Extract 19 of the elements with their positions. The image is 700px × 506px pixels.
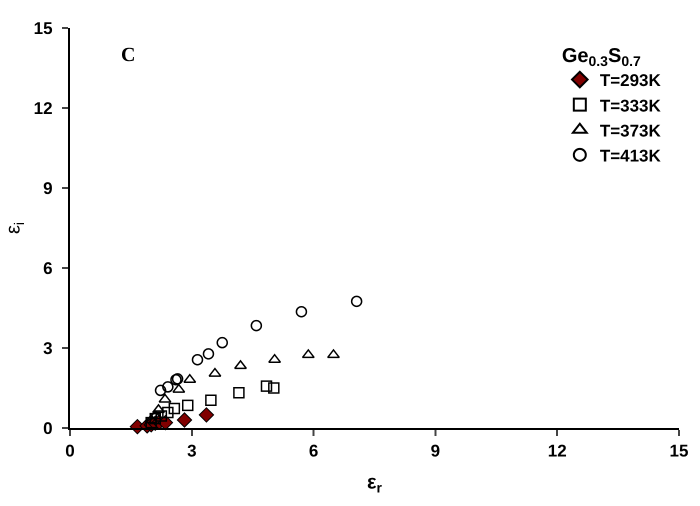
annotation: C	[121, 44, 136, 66]
legend-label: T=373K	[600, 121, 662, 140]
y-tick-label: 9	[43, 178, 53, 198]
y-tick-label: 6	[43, 258, 53, 278]
legend-title: Ge$_{0.3}$S$_{0.7}$	[562, 45, 641, 70]
y-tick-label: 15	[34, 18, 53, 38]
legend-label: T=333K	[600, 96, 662, 116]
y-tick-label: 3	[43, 338, 53, 358]
legend-label: T=413K	[600, 146, 662, 166]
x-tick-label: 0	[65, 441, 75, 460]
x-tick-label: 15	[670, 441, 688, 460]
y-tick-label: 0	[43, 418, 53, 438]
x-tick-label: 9	[430, 441, 440, 460]
x-tick-label: 6	[308, 441, 318, 460]
y-tick-label: 12	[34, 98, 53, 118]
legend-label: T=293K	[600, 71, 662, 90]
x-axis-title: ε$_{r}$	[367, 471, 383, 496]
x-tick-label: 3	[187, 441, 197, 460]
x-tick-label: 12	[548, 441, 567, 460]
